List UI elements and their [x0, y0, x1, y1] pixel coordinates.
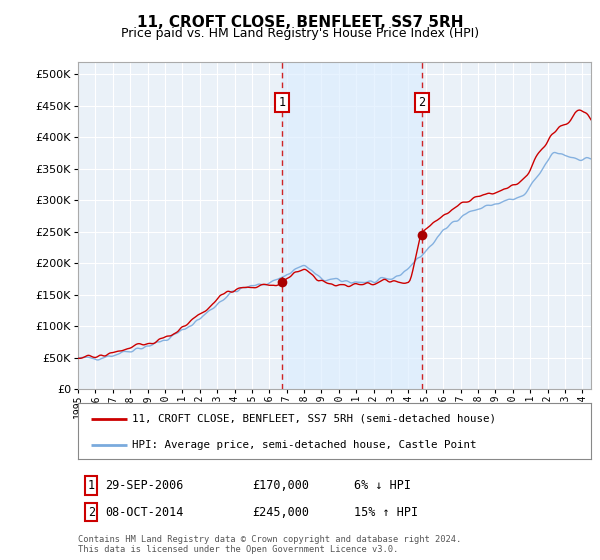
- Text: £170,000: £170,000: [252, 479, 309, 492]
- Text: Price paid vs. HM Land Registry's House Price Index (HPI): Price paid vs. HM Land Registry's House …: [121, 27, 479, 40]
- Text: 15% ↑ HPI: 15% ↑ HPI: [354, 506, 418, 519]
- Text: 11, CROFT CLOSE, BENFLEET, SS7 5RH (semi-detached house): 11, CROFT CLOSE, BENFLEET, SS7 5RH (semi…: [132, 414, 496, 424]
- Text: HPI: Average price, semi-detached house, Castle Point: HPI: Average price, semi-detached house,…: [132, 440, 476, 450]
- Text: Contains HM Land Registry data © Crown copyright and database right 2024.
This d: Contains HM Land Registry data © Crown c…: [78, 535, 461, 554]
- Text: 29-SEP-2006: 29-SEP-2006: [105, 479, 184, 492]
- Text: 1: 1: [88, 479, 95, 492]
- Text: 2: 2: [418, 96, 425, 109]
- Text: 1: 1: [279, 96, 286, 109]
- Bar: [283, 62, 422, 389]
- Text: 08-OCT-2014: 08-OCT-2014: [105, 506, 184, 519]
- Text: 6% ↓ HPI: 6% ↓ HPI: [354, 479, 411, 492]
- Text: 2: 2: [88, 506, 95, 519]
- Text: 11, CROFT CLOSE, BENFLEET, SS7 5RH: 11, CROFT CLOSE, BENFLEET, SS7 5RH: [137, 15, 463, 30]
- Text: £245,000: £245,000: [252, 506, 309, 519]
